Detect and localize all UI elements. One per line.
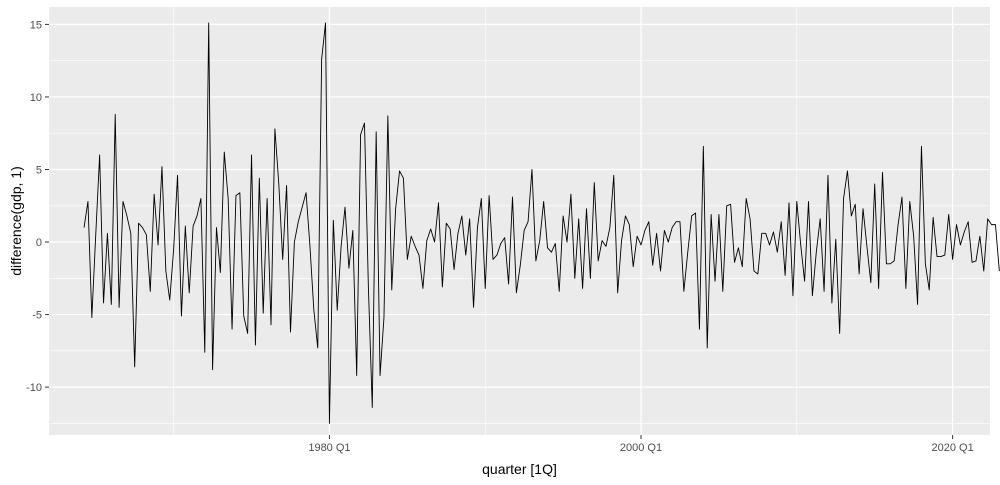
x-axis-title: quarter [1Q] [482,461,557,477]
y-tick-label: 15 [30,19,42,31]
y-tick-label: 10 [30,92,42,104]
x-tick-label: 2000 Q1 [620,442,662,454]
y-tick-label: 5 [36,164,42,176]
y-tick-label: 0 [36,237,42,249]
y-tick-label: -10 [26,382,42,394]
y-axis-title: difference(gdp, 1) [8,166,24,275]
x-tick-label: 1980 Q1 [308,442,350,454]
x-axis: 1980 Q1 2000 Q1 2020 Q1 [308,435,974,454]
y-axis: -10 -5 0 5 10 15 [26,19,49,394]
plot-panel [49,7,990,435]
y-tick-label: -5 [32,310,42,322]
gdp-difference-line [83,22,1000,424]
x-tick-label: 2020 Q1 [932,442,974,454]
